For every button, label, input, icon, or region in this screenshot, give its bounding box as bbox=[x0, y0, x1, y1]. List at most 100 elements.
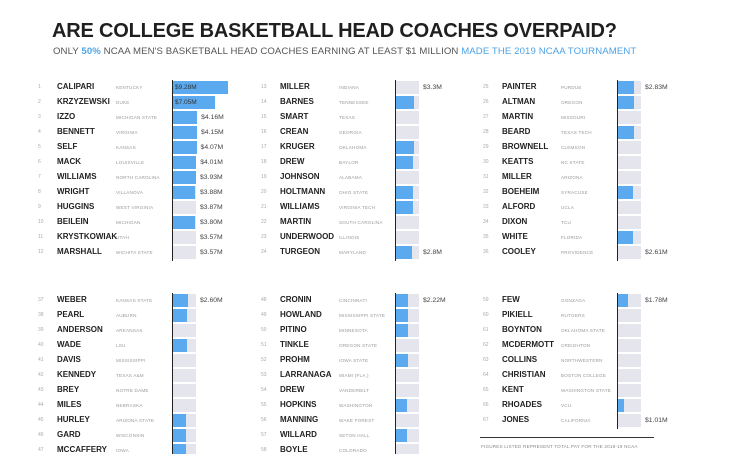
coach-row: 52 PROHM IOWA STATE bbox=[261, 353, 461, 369]
bar-baseline bbox=[172, 215, 173, 231]
bar-baseline bbox=[617, 245, 618, 261]
salary-bar bbox=[172, 339, 188, 352]
coach-row: 54 DREW VANDERBILT bbox=[261, 383, 461, 399]
bar-baseline bbox=[395, 338, 396, 354]
coach-rank: 63 bbox=[483, 357, 489, 363]
bar-baseline bbox=[617, 155, 618, 171]
coach-name: MARTIN bbox=[280, 217, 312, 226]
coach-row: 8 WRIGHT VILLANOVA $3.88M bbox=[38, 185, 238, 201]
bar-baseline bbox=[395, 245, 396, 261]
bar-baseline bbox=[395, 368, 396, 384]
school-name: UCLA bbox=[561, 205, 575, 210]
coach-name: COOLEY bbox=[502, 247, 536, 256]
coach-name: WILLIAMS bbox=[280, 202, 320, 211]
salary-bar bbox=[617, 369, 626, 382]
coach-row: 60 PIKIELL RUTGERS bbox=[483, 308, 683, 324]
coach-row: 12 MARSHALL WICHITA STATE $3.57M bbox=[38, 245, 238, 261]
salary-bar bbox=[395, 201, 414, 214]
coach-row: 5 SELF KANSAS $4.07M bbox=[38, 140, 238, 156]
coach-rank: 42 bbox=[38, 372, 44, 378]
salary-bar bbox=[617, 354, 626, 367]
coach-row: 65 KENT WASHINGTON STATE bbox=[483, 383, 683, 399]
coach-rank: 25 bbox=[483, 84, 489, 90]
coach-name: COLLINS bbox=[502, 355, 538, 364]
coach-rank: 44 bbox=[38, 402, 44, 408]
coach-row: 58 BOYLE COLORADO bbox=[261, 443, 461, 454]
coach-rank: 59 bbox=[483, 297, 489, 303]
coach-name: MCDERMOTT bbox=[502, 340, 554, 349]
coach-name: WILLARD bbox=[280, 430, 317, 439]
coach-name: TURGEON bbox=[280, 247, 320, 256]
school-name: MICHIGAN STATE bbox=[116, 115, 158, 120]
school-name: ALABAMA bbox=[339, 175, 363, 180]
chart-subtitle: ONLY 50% NCAA MEN'S BASKETBALL HEAD COAC… bbox=[53, 46, 636, 57]
coach-row: 43 BREY NOTRE DAME bbox=[38, 383, 238, 399]
school-name: BAYLOR bbox=[339, 160, 359, 165]
coach-row: 30 KEATTS NC STATE bbox=[483, 155, 683, 171]
bar-baseline bbox=[395, 155, 396, 171]
coach-row: 51 TINKLE OREGON STATE bbox=[261, 338, 461, 354]
coach-name: HOLTMANN bbox=[280, 187, 326, 196]
coach-rank: 11 bbox=[38, 234, 44, 240]
coach-row: 62 MCDERMOTT CREIGHTON bbox=[483, 338, 683, 354]
bar-baseline bbox=[617, 353, 618, 369]
school-name: WICHITA STATE bbox=[116, 250, 153, 255]
coach-name: FEW bbox=[502, 295, 520, 304]
salary-bar bbox=[172, 231, 194, 244]
salary-label: $4.07M bbox=[200, 144, 224, 151]
bar-baseline bbox=[395, 125, 396, 141]
coach-name: MCCAFFERY bbox=[57, 445, 107, 454]
school-name: WASHINGTON bbox=[339, 403, 373, 408]
coach-name: HURLEY bbox=[57, 415, 90, 424]
coach-rank: 22 bbox=[261, 219, 267, 225]
bar-baseline bbox=[617, 308, 618, 324]
salary-label: $3.80M bbox=[200, 219, 223, 226]
coach-row: 28 BEARD TEXAS TECH bbox=[483, 125, 683, 141]
salary-label: $3.87M bbox=[200, 204, 223, 211]
coach-name: MACK bbox=[57, 157, 81, 166]
salary-bar bbox=[617, 201, 634, 214]
bar-baseline bbox=[617, 383, 618, 399]
bar-baseline bbox=[617, 110, 618, 126]
coach-name: WRIGHT bbox=[57, 187, 90, 196]
bar-baseline bbox=[395, 428, 396, 444]
salary-bar bbox=[395, 96, 415, 109]
coach-name: PIKIELL bbox=[502, 310, 533, 319]
salary-bar bbox=[617, 141, 634, 154]
salary-bar bbox=[395, 231, 413, 244]
coach-row: 36 COOLEY PROVIDENCE $2.61M bbox=[483, 245, 683, 261]
bar-baseline bbox=[617, 125, 618, 141]
salary-bar bbox=[617, 246, 633, 259]
coach-row: 42 KENNEDY TEXAS A&M bbox=[38, 368, 238, 384]
coach-rank: 47 bbox=[38, 447, 44, 453]
bar-baseline bbox=[172, 398, 173, 414]
coach-rank: 17 bbox=[261, 144, 267, 150]
coach-row: 2 KRZYZEWSKI DUKE $7.05M bbox=[38, 95, 238, 111]
coach-row: 49 HOWLAND MISSISSIPPI STATE bbox=[261, 308, 461, 324]
bar-baseline bbox=[617, 323, 618, 339]
salary-label: $2.61M bbox=[645, 249, 668, 256]
salary-bar bbox=[172, 141, 197, 154]
coach-rank: 55 bbox=[261, 402, 267, 408]
bar-baseline bbox=[395, 110, 396, 126]
salary-bar bbox=[617, 111, 634, 124]
salary-label: $3.3M bbox=[423, 84, 442, 91]
salary-bar bbox=[395, 186, 414, 199]
chart-title: ARE COLLEGE BASKETBALL HEAD COACHES OVER… bbox=[52, 20, 617, 42]
coach-row: 67 JONES CALIFORNIA $1.01M bbox=[483, 413, 683, 429]
salary-bar bbox=[617, 81, 635, 94]
bar-baseline bbox=[617, 368, 618, 384]
coach-row: 40 WADE LSU bbox=[38, 338, 238, 354]
coach-name: MARSHALL bbox=[57, 247, 102, 256]
coach-row: 45 HURLEY ARIZONA STATE bbox=[38, 413, 238, 429]
salary-bar bbox=[172, 201, 196, 214]
coach-rank: 34 bbox=[483, 219, 489, 225]
coach-row: 9 HUGGINS WEST VIRGINIA $3.87M bbox=[38, 200, 238, 216]
salary-bar bbox=[617, 171, 634, 184]
salary-bar bbox=[395, 324, 409, 337]
salary-bar bbox=[617, 309, 627, 322]
salary-bar bbox=[395, 399, 408, 412]
bar-baseline bbox=[395, 230, 396, 246]
coach-name: BROWNELL bbox=[502, 142, 549, 151]
